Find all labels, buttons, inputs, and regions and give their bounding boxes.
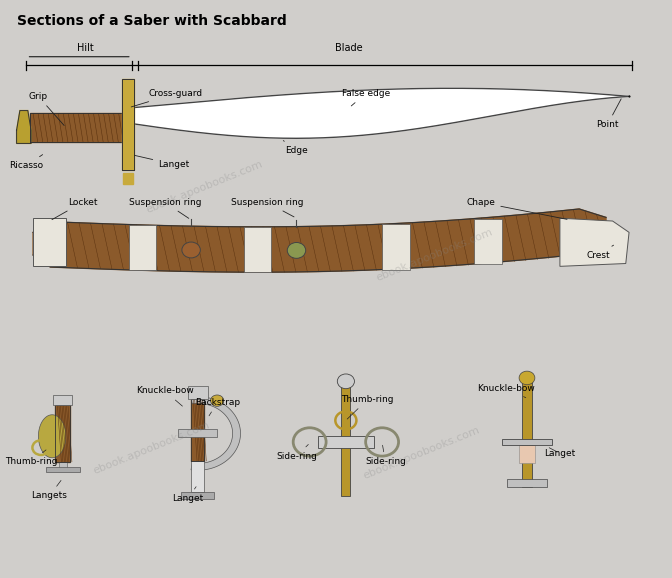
Polygon shape xyxy=(244,227,271,272)
Polygon shape xyxy=(191,397,241,470)
Polygon shape xyxy=(341,386,351,496)
Text: ebook.apoobooks.com: ebook.apoobooks.com xyxy=(144,159,264,215)
Text: Hilt: Hilt xyxy=(77,43,94,53)
Polygon shape xyxy=(54,395,72,405)
Circle shape xyxy=(287,243,306,258)
Polygon shape xyxy=(507,479,547,487)
Polygon shape xyxy=(17,110,31,143)
Polygon shape xyxy=(560,218,629,266)
Circle shape xyxy=(210,395,224,406)
Text: Ricasso: Ricasso xyxy=(9,154,44,170)
Polygon shape xyxy=(178,429,218,438)
Polygon shape xyxy=(128,225,156,270)
Polygon shape xyxy=(132,88,629,138)
Text: Backstrap: Backstrap xyxy=(195,398,240,416)
Text: Langet: Langet xyxy=(544,448,575,458)
Text: ebook.apoobooks.com: ebook.apoobooks.com xyxy=(375,227,495,283)
Polygon shape xyxy=(522,383,532,487)
Polygon shape xyxy=(56,405,70,462)
Polygon shape xyxy=(46,468,80,472)
Text: Locket: Locket xyxy=(52,198,97,220)
Polygon shape xyxy=(191,399,204,461)
Polygon shape xyxy=(58,462,67,468)
Polygon shape xyxy=(191,461,204,492)
Text: Side-ring: Side-ring xyxy=(365,445,406,466)
Text: Langet: Langet xyxy=(134,155,190,169)
Text: Suspension ring: Suspension ring xyxy=(230,198,303,217)
Polygon shape xyxy=(502,439,552,445)
Text: Knuckle-bow: Knuckle-bow xyxy=(136,387,194,406)
Polygon shape xyxy=(123,173,132,184)
Text: Langets: Langets xyxy=(32,480,67,500)
Text: Cross-guard: Cross-guard xyxy=(131,89,202,107)
Text: Sections of a Saber with Scabbard: Sections of a Saber with Scabbard xyxy=(17,14,286,28)
Text: Knuckle-bow: Knuckle-bow xyxy=(477,384,535,398)
Polygon shape xyxy=(30,113,122,142)
Polygon shape xyxy=(122,79,134,170)
Text: Crest: Crest xyxy=(586,245,614,260)
Polygon shape xyxy=(319,436,374,447)
Text: Edge: Edge xyxy=(284,140,308,155)
Text: Suspension ring: Suspension ring xyxy=(128,198,201,218)
Polygon shape xyxy=(187,386,208,399)
Circle shape xyxy=(519,371,535,385)
Text: Chape: Chape xyxy=(466,198,567,220)
Polygon shape xyxy=(382,224,410,269)
Circle shape xyxy=(337,374,354,388)
Polygon shape xyxy=(33,218,66,266)
Polygon shape xyxy=(33,209,606,272)
Text: Thumb-ring: Thumb-ring xyxy=(341,395,394,419)
Text: ebook.apoobooks.com: ebook.apoobooks.com xyxy=(362,425,481,481)
Polygon shape xyxy=(519,445,535,464)
Text: Grip: Grip xyxy=(29,92,64,125)
Text: Side-ring: Side-ring xyxy=(276,444,317,461)
Polygon shape xyxy=(38,415,66,458)
Text: False edge: False edge xyxy=(341,89,390,106)
Circle shape xyxy=(182,242,200,258)
Text: Point: Point xyxy=(596,99,621,129)
Polygon shape xyxy=(474,218,502,264)
Polygon shape xyxy=(181,492,214,499)
Text: Blade: Blade xyxy=(335,43,363,53)
Text: Langet: Langet xyxy=(172,487,204,503)
Text: Thumb-ring: Thumb-ring xyxy=(5,450,57,466)
Text: ebook.apoobooks.com: ebook.apoobooks.com xyxy=(92,420,212,476)
